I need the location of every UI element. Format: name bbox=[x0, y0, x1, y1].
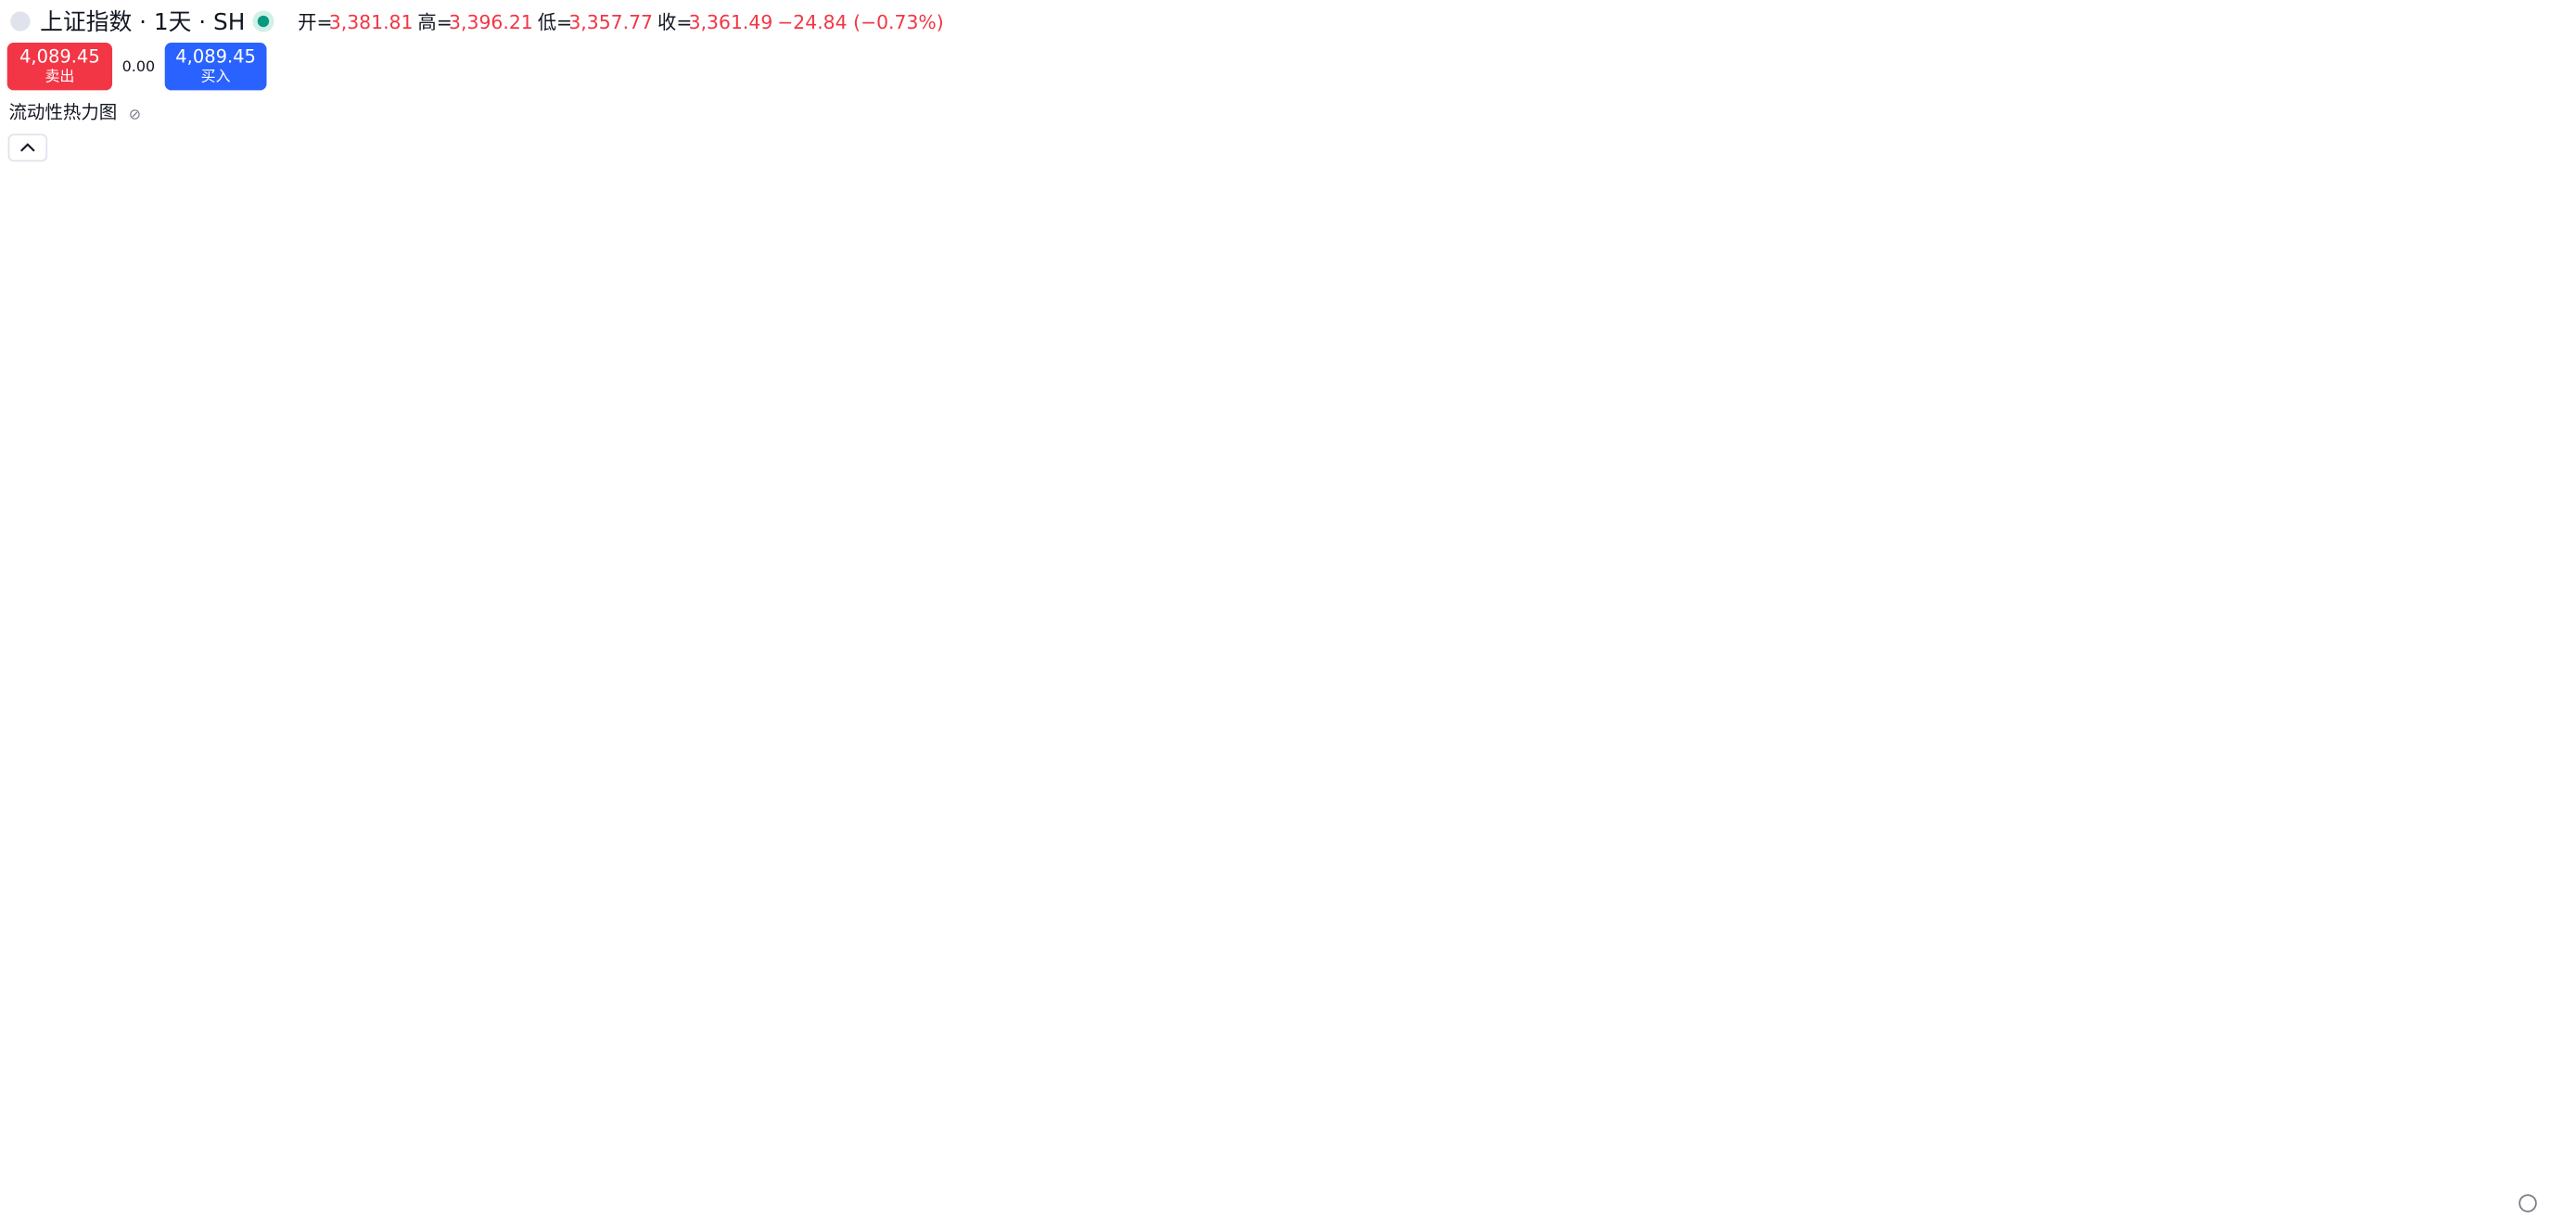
indicator-hidden-icon[interactable]: ⊘ bbox=[129, 105, 141, 122]
buy-button[interactable] bbox=[164, 43, 267, 91]
ohlc-value: 3,357.77 bbox=[568, 11, 653, 33]
collapse-icon bbox=[20, 143, 35, 152]
status-dot bbox=[252, 10, 274, 32]
ohlc-key: 低= bbox=[538, 11, 572, 33]
header: 上证指数 · 1天 · SH 开= 3,381.81 高= 3,396.21 低… bbox=[6, 8, 2537, 1212]
ohlc-value: 3,381.81 bbox=[329, 11, 414, 33]
ohlc-value: 3,396.21 bbox=[449, 11, 533, 33]
sell-button[interactable] bbox=[6, 43, 113, 91]
collapse-button[interactable] bbox=[7, 133, 48, 162]
buy-label: 买入 bbox=[201, 68, 231, 85]
ohlc-key: 开= bbox=[298, 11, 332, 33]
ohlc-key: 收= bbox=[657, 11, 692, 33]
spread: 0.00 bbox=[122, 57, 155, 75]
symbol[interactable]: 上证指数 · 1天 · SH bbox=[40, 8, 245, 35]
change: −24.84 (−0.73%) bbox=[777, 11, 943, 33]
settings-icon[interactable] bbox=[2519, 1194, 2537, 1212]
ohlc-value: 3,361.49 bbox=[689, 11, 773, 33]
ohlc-key: 高= bbox=[417, 11, 452, 33]
buy-price: 4,089.45 bbox=[175, 45, 256, 67]
indicator-name[interactable]: 流动性热力图 bbox=[8, 102, 117, 123]
sell-label: 卖出 bbox=[45, 68, 74, 85]
sell-price: 4,089.45 bbox=[19, 45, 100, 67]
symbol-icon bbox=[10, 11, 31, 32]
